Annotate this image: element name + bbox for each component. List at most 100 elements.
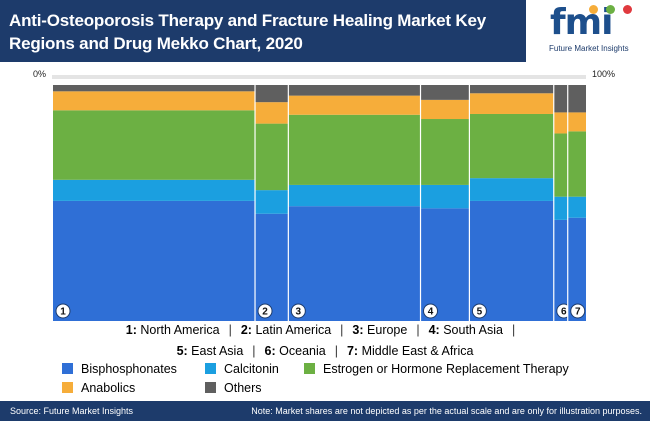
logo-dot-red [623,5,632,14]
region-legend-item: 6: Oceania [265,344,326,358]
mekko-segment-r5-anabolics [469,93,554,114]
mekko-segment-r4-anabolics [420,99,470,120]
legend-separator: | [416,323,420,337]
region-legend-name: North America [140,323,220,337]
mekko-segment-r4-others [420,85,470,100]
mekko-segment-r3-bisphosphonates [288,206,421,321]
legend-label-calcitonin: Calcitonin [224,362,279,376]
legend-label-anabolics: Anabolics [81,381,136,395]
region-legend-number: 2: [240,323,252,337]
region-badge-circle [55,303,71,319]
mekko-segment-r7-bisphosphonates [567,217,586,321]
mekko-segment-r3-anabolics [288,95,421,115]
region-legend-item: 2: Latin America [241,323,331,337]
fmi-logo: fmi Future Market Insights [547,3,645,59]
mekko-segment-r2-bisphosphonates [255,213,289,321]
region-legend-item: 3: Europe [352,323,407,337]
region-legend-line2: 5: East Asia | 6: Oceania | 7: Middle East &… [0,344,650,358]
footer-source: Source: Future Market Insights [10,406,134,416]
region-badge-circle [570,303,586,319]
logo-tagline: Future Market Insights [549,44,629,53]
mekko-segment-r4-estrogen-or-hormone-replacement-therapy [420,119,470,185]
legend-separator: | [252,344,256,358]
mekko-segment-r7-anabolics [567,112,586,132]
region-badge-circle [257,303,273,319]
region-legend-name: Middle East & Africa [361,344,474,358]
region-badge-number: 5 [477,307,483,318]
logo-dot-green [606,5,615,14]
mekko-segment-r5-bisphosphonates [469,200,554,321]
region-legend-line1: 1: North America | 2: Latin America | 3: Eur… [0,323,650,337]
mekko-segment-r3-calcitonin [288,184,421,207]
legend-separator: | [228,323,232,337]
mekko-segment-r5-estrogen-or-hormone-replacement-therapy [469,113,554,179]
mekko-segment-r2-others [255,85,289,103]
mekko-segment-r1-estrogen-or-hormone-replacement-therapy [53,110,256,180]
region-badge-number: 6 [561,307,567,318]
region-legend-number: 7: [346,344,359,358]
mekko-segment-r2-estrogen-or-hormone-replacement-therapy [255,123,289,191]
scale-bar [52,75,586,79]
logo-dot-orange [589,5,598,14]
region-badge-number: 1 [60,307,66,318]
mekko-segment-r4-bisphosphonates [420,208,470,321]
mekko-segment-r5-others [469,85,554,94]
region-legend-item: 7: Middle East & Africa [347,344,473,358]
mekko-segment-r2-calcitonin [255,190,289,214]
mekko-segment-r1-anabolics [53,91,256,111]
mekko-segment-r4-calcitonin [420,184,470,209]
region-legend-number: 3: [352,323,364,337]
region-legend-number: 1: [125,323,137,337]
mekko-segment-r1-calcitonin [53,179,256,201]
legend-swatch-anabolics [62,382,73,393]
region-badge-circle [423,303,439,319]
region-legend-item: 1: North America [126,323,220,337]
region-badge-number: 2 [262,307,268,318]
legend-item-bisphosphonates: Bisphosphonates [62,362,177,376]
mekko-segment-r6-calcitonin [553,196,568,220]
legend-separator: | [340,323,344,337]
mekko-segment-r5-calcitonin [469,178,554,201]
footer-note: Note: Market shares are not depicted as … [251,406,642,416]
mekko-segment-r7-others [567,85,586,113]
footer-bar: Source: Future Market Insights Note: Mar… [0,401,650,421]
mekko-segment-r6-others [553,85,568,113]
region-badge-number: 4 [428,307,434,318]
region-legend-item: 4: South Asia [429,323,503,337]
legend-label-others: Others [224,381,262,395]
legend-item-estrogen-hrt: Estrogen or Hormone Replacement Therapy [304,362,569,376]
legend-separator: | [511,323,516,337]
region-legend-name: Oceania [279,344,326,358]
mekko-segment-r1-others [53,85,256,92]
region-badge-circle [471,303,487,319]
region-legend-name: East Asia [191,344,244,358]
region-legend-name: Latin America [255,323,332,337]
scale-min-label: 0% [33,69,47,79]
mekko-segment-r1-bisphosphonates [53,200,256,321]
mekko-segment-r3-others [288,85,421,96]
mekko-segment-r6-estrogen-or-hormone-replacement-therapy [553,133,568,197]
scale-max-label: 100% [592,69,616,79]
mekko-segment-r6-anabolics [553,112,568,134]
legend-swatch-calcitonin [205,363,216,374]
legend-swatch-estrogen-hrt [304,363,315,374]
legend-separator: | [334,344,338,358]
region-badge-circle [290,303,306,319]
mekko-segment-r6-bisphosphonates [553,219,568,321]
legend-item-others: Others [205,381,262,395]
mekko-segment-r3-estrogen-or-hormone-replacement-therapy [288,114,421,185]
chart-title: Anti-Osteoporosis Therapy and Fracture H… [9,11,486,53]
region-legend-number: 4: [428,323,440,337]
mekko-segment-r7-calcitonin [567,196,586,218]
mekko-segment-r2-anabolics [255,102,289,124]
legend-label-bisphosphonates: Bisphosphonates [81,362,177,376]
region-badge-number: 3 [296,307,302,318]
legend-swatch-others [205,382,216,393]
mekko-segment-r7-estrogen-or-hormone-replacement-therapy [567,131,586,197]
region-legend-number: 6: [264,344,276,358]
legend-label-estrogen-hrt: Estrogen or Hormone Replacement Therapy [323,362,569,376]
region-legend-name: South Asia [443,323,503,337]
logo-letters: fmi [550,2,614,43]
legend-item-anabolics: Anabolics [62,381,135,395]
